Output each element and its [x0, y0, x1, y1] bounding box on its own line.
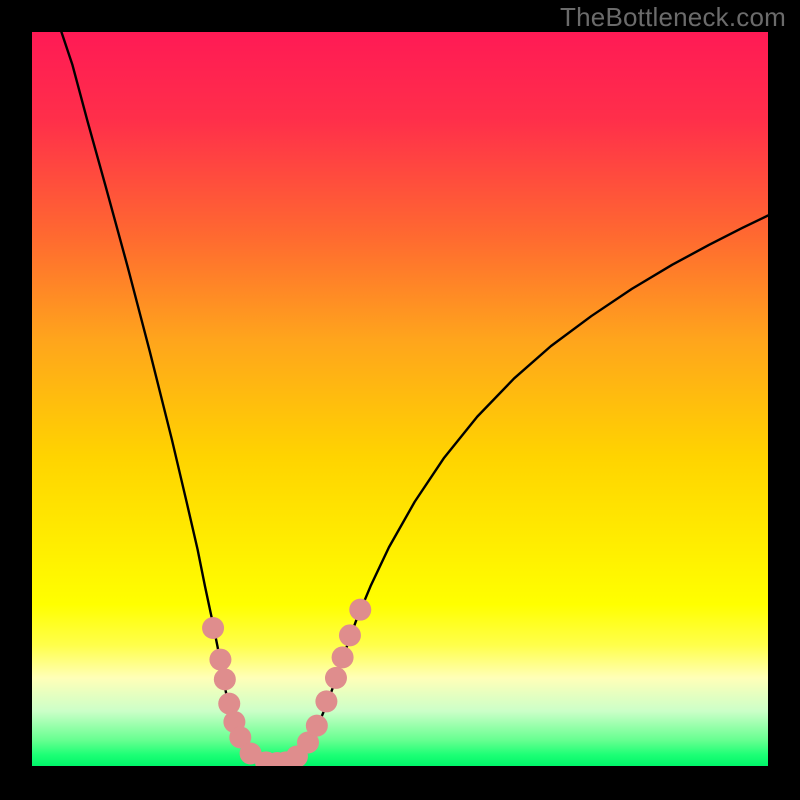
- stage: TheBottleneck.com: [0, 0, 800, 800]
- marker-dot: [332, 646, 354, 668]
- marker-dot: [339, 624, 361, 646]
- marker-dot: [315, 690, 337, 712]
- marker-dot: [214, 668, 236, 690]
- marker-dot: [306, 715, 328, 737]
- marker-dot: [349, 599, 371, 621]
- bottleneck-curve: [61, 32, 768, 764]
- marker-dot: [202, 617, 224, 639]
- chart-overlay: [0, 0, 800, 800]
- markers-group: [202, 599, 371, 774]
- marker-dot: [209, 649, 231, 671]
- watermark-text: TheBottleneck.com: [560, 2, 786, 33]
- marker-dot: [325, 667, 347, 689]
